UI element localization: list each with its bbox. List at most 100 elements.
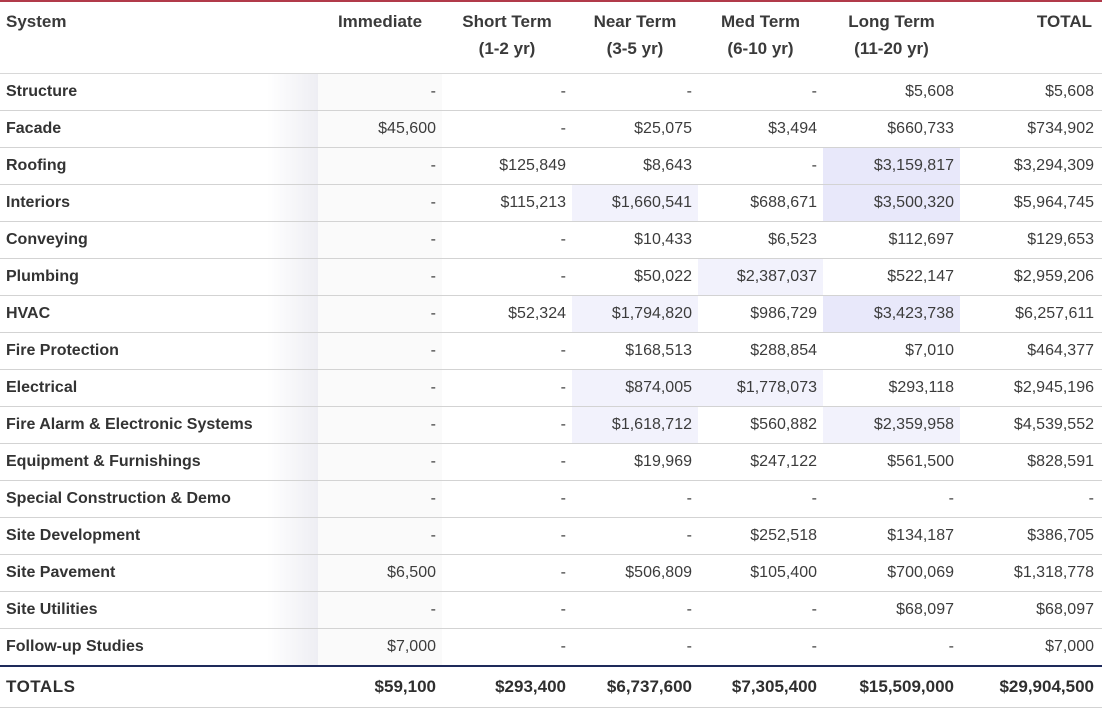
long-term-cell: $68,097 bbox=[823, 591, 960, 629]
total-cell: $464,377 bbox=[960, 332, 1102, 370]
short-term-cell: - bbox=[442, 110, 572, 148]
short-term-cell: - bbox=[442, 406, 572, 444]
immediate-cell: - bbox=[318, 184, 442, 222]
med-term-cell: $105,400 bbox=[698, 554, 823, 592]
near-term-cell: $25,075 bbox=[572, 110, 698, 148]
near-term-cell: $19,969 bbox=[572, 443, 698, 481]
totals-long-term: $15,509,000 bbox=[823, 665, 960, 708]
immediate-cell: - bbox=[318, 147, 442, 185]
short-term-cell: - bbox=[442, 332, 572, 370]
med-term-cell: $2,387,037 bbox=[698, 258, 823, 296]
system-name-cell: Site Development bbox=[0, 517, 318, 555]
immediate-cell: - bbox=[318, 406, 442, 444]
med-term-cell: $288,854 bbox=[698, 332, 823, 370]
med-term-cell: - bbox=[698, 628, 823, 667]
long-term-cell: $5,608 bbox=[823, 73, 960, 111]
med-term-cell: $560,882 bbox=[698, 406, 823, 444]
med-term-cell: $6,523 bbox=[698, 221, 823, 259]
system-name-cell: Special Construction & Demo bbox=[0, 480, 318, 518]
med-term-cell: - bbox=[698, 480, 823, 518]
system-name-cell: Plumbing bbox=[0, 258, 318, 296]
total-cell: $2,959,206 bbox=[960, 258, 1102, 296]
short-term-cell: - bbox=[442, 221, 572, 259]
short-term-cell: - bbox=[442, 591, 572, 629]
near-term-cell: $1,660,541 bbox=[572, 184, 698, 222]
long-term-cell: - bbox=[823, 480, 960, 518]
header-med-term-title: Med Term bbox=[720, 12, 801, 31]
top-accent-line bbox=[0, 0, 1102, 2]
long-term-cell: $2,359,958 bbox=[823, 406, 960, 444]
long-term-cell: $700,069 bbox=[823, 554, 960, 592]
short-term-cell: - bbox=[442, 443, 572, 481]
total-cell: $68,097 bbox=[960, 591, 1102, 629]
near-term-cell: - bbox=[572, 591, 698, 629]
header-med-term: Med Term (6-10 yr) bbox=[698, 2, 823, 74]
system-name-cell: Fire Protection bbox=[0, 332, 318, 370]
header-long-term: Long Term (11-20 yr) bbox=[823, 2, 960, 74]
table-row: Structure - - - - $5,608 $5,608 bbox=[0, 73, 1102, 111]
long-term-cell: $134,187 bbox=[823, 517, 960, 555]
system-name-cell: Fire Alarm & Electronic Systems bbox=[0, 406, 318, 444]
med-term-cell: $986,729 bbox=[698, 295, 823, 333]
immediate-cell: - bbox=[318, 295, 442, 333]
med-term-cell: - bbox=[698, 73, 823, 111]
long-term-cell: $660,733 bbox=[823, 110, 960, 148]
header-long-term-range: (11-20 yr) bbox=[854, 39, 929, 58]
system-name-cell: Follow-up Studies bbox=[0, 628, 318, 667]
immediate-cell: $6,500 bbox=[318, 554, 442, 592]
table-row: Roofing - $125,849 $8,643- $3,159,817 $3,294,… bbox=[0, 147, 1102, 185]
table-row: Electrical - - $874,005 $1,778,073 $293,118 $2… bbox=[0, 369, 1102, 407]
long-term-cell: - bbox=[823, 628, 960, 667]
immediate-cell: - bbox=[318, 480, 442, 518]
header-near-term-range: (3-5 yr) bbox=[606, 39, 664, 58]
header-near-term: Near Term (3-5 yr) bbox=[572, 2, 698, 74]
immediate-cell: - bbox=[318, 517, 442, 555]
med-term-cell: - bbox=[698, 147, 823, 185]
total-cell: $2,945,196 bbox=[960, 369, 1102, 407]
near-term-cell: $168,513 bbox=[572, 332, 698, 370]
short-term-cell: $125,849 bbox=[442, 147, 572, 185]
med-term-cell: - bbox=[698, 591, 823, 629]
near-term-cell: - bbox=[572, 628, 698, 667]
totals-row: TOTALS $59,100 $293,400 $6,737,600 $7,30… bbox=[0, 665, 1102, 708]
header-total: TOTAL bbox=[960, 2, 1102, 74]
total-cell: $1,318,778 bbox=[960, 554, 1102, 592]
long-term-cell: $561,500 bbox=[823, 443, 960, 481]
immediate-cell: $45,600 bbox=[318, 110, 442, 148]
total-cell: $386,705 bbox=[960, 517, 1102, 555]
system-name-cell: Roofing bbox=[0, 147, 318, 185]
total-cell: $5,608 bbox=[960, 73, 1102, 111]
immediate-cell: - bbox=[318, 332, 442, 370]
immediate-cell: - bbox=[318, 258, 442, 296]
immediate-cell: - bbox=[318, 443, 442, 481]
immediate-cell: - bbox=[318, 369, 442, 407]
table-row: Facade $45,600- $25,075 $3,494 $660,733 $734,… bbox=[0, 110, 1102, 148]
table-row: Conveying - - $10,433 $6,523 $112,697 $129,653 bbox=[0, 221, 1102, 259]
near-term-cell: $8,643 bbox=[572, 147, 698, 185]
table-row: Interiors - $115,213 $1,660,541 $688,671 $3,5… bbox=[0, 184, 1102, 222]
total-cell: $7,000 bbox=[960, 628, 1102, 667]
total-cell: - bbox=[960, 480, 1102, 518]
header-near-term-title: Near Term bbox=[593, 12, 677, 31]
system-name-cell: Equipment & Furnishings bbox=[0, 443, 318, 481]
totals-med-term: $7,305,400 bbox=[698, 665, 823, 708]
long-term-cell: $522,147 bbox=[823, 258, 960, 296]
system-name-cell: HVAC bbox=[0, 295, 318, 333]
short-term-cell: - bbox=[442, 517, 572, 555]
total-cell: $734,902 bbox=[960, 110, 1102, 148]
near-term-cell: - bbox=[572, 480, 698, 518]
system-name-cell: Site Pavement bbox=[0, 554, 318, 592]
short-term-cell: $115,213 bbox=[442, 184, 572, 222]
table-row: Site Utilities - - - - $68,097 $68,097 bbox=[0, 591, 1102, 629]
total-cell: $4,539,552 bbox=[960, 406, 1102, 444]
header-short-term-title: Short Term bbox=[462, 12, 552, 31]
total-cell: $828,591 bbox=[960, 443, 1102, 481]
total-cell: $129,653 bbox=[960, 221, 1102, 259]
system-name-cell: Structure bbox=[0, 73, 318, 111]
system-name-cell: Conveying bbox=[0, 221, 318, 259]
system-name-cell: Facade bbox=[0, 110, 318, 148]
med-term-cell: $252,518 bbox=[698, 517, 823, 555]
totals-near-term: $6,737,600 bbox=[572, 665, 698, 708]
short-term-cell: $52,324 bbox=[442, 295, 572, 333]
